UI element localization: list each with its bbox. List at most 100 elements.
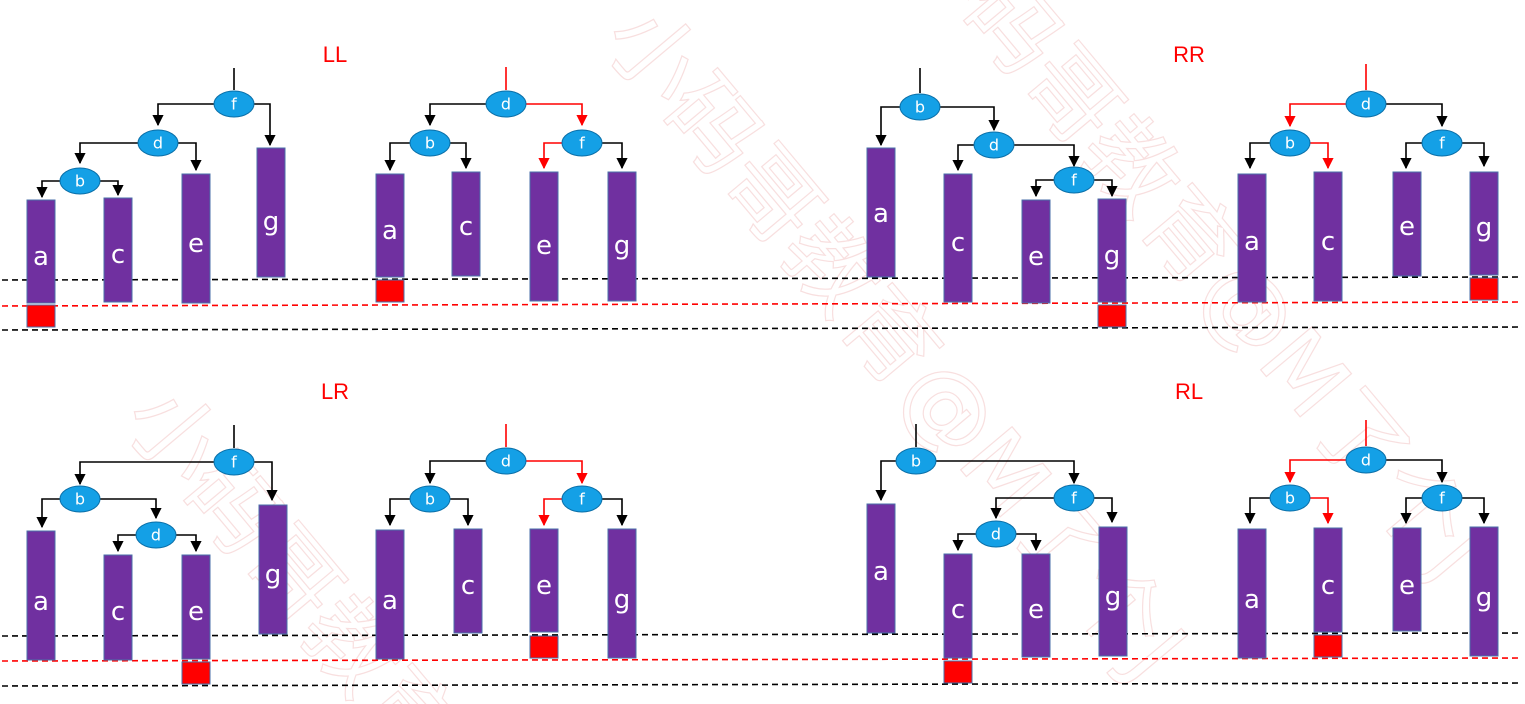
node-b [59, 167, 101, 195]
node-f [1053, 166, 1095, 194]
level-lines-bottom [1, 632, 1523, 687]
node-label-f: f [231, 453, 237, 472]
subtree-label-a: a [382, 586, 398, 616]
subtree-label-a: a [1244, 585, 1260, 615]
subtree-label-e: e [1399, 212, 1415, 242]
subtree-e [181, 554, 211, 660]
node-label-d: d [989, 136, 999, 155]
node-label-b: b [425, 134, 435, 153]
inserted-node [1313, 634, 1343, 658]
subtree-a [866, 147, 896, 278]
node-label-d: d [991, 525, 1001, 544]
node-label-f: f [1071, 171, 1077, 190]
node-label-b: b [75, 490, 85, 509]
subtree-c [451, 171, 481, 277]
lr-before-tree: a c e g f b d [26, 425, 288, 685]
subtree-label-g: g [1104, 241, 1121, 271]
subtree-label-g: g [614, 231, 631, 261]
node-b [899, 93, 941, 121]
node-b [1269, 129, 1311, 157]
ll-before-tree: a c e g f d b [26, 68, 286, 328]
level-line [1, 326, 1523, 331]
subtree-label-e: e [536, 571, 552, 601]
subtree-e [529, 171, 559, 302]
subtree-a [375, 529, 405, 660]
subtree-label-e: e [1399, 571, 1415, 601]
node-f [1421, 129, 1463, 157]
level-line-red [1, 657, 1523, 662]
subtree-a [26, 530, 56, 661]
node-label-d: d [153, 134, 163, 153]
node-f [213, 90, 255, 118]
subtree-label-a: a [873, 557, 889, 587]
subtree-g [258, 504, 288, 635]
level-line [1, 276, 1523, 281]
subtree-label-g: g [265, 560, 282, 590]
subtree-e [1392, 527, 1422, 632]
subtree-a [866, 503, 896, 634]
node-b [1269, 484, 1311, 512]
node-f [1421, 484, 1463, 512]
subtree-e [1392, 171, 1422, 277]
subtree-label-g: g [1476, 213, 1493, 243]
node-f [561, 129, 603, 157]
subtree-g [1469, 171, 1499, 276]
node-label-b: b [1285, 489, 1295, 508]
subtree-g [1469, 526, 1499, 657]
subtree-c [103, 554, 133, 661]
subtree-label-e: e [188, 229, 204, 259]
node-label-d: d [1361, 451, 1371, 470]
subtree-label-c: c [459, 212, 473, 242]
subtree-e [529, 528, 559, 633]
node-d [975, 520, 1017, 548]
node-label-f: f [579, 134, 585, 153]
node-label-d: d [501, 452, 511, 471]
node-label-b: b [911, 452, 921, 471]
case-label-rl: RL [1175, 379, 1203, 404]
rl-before-tree: a c e g b f d [866, 424, 1128, 684]
case-label-lr: LR [321, 379, 349, 404]
subtree-label-e: e [188, 597, 204, 627]
subtree-label-a: a [33, 242, 49, 272]
subtree-label-e: e [536, 231, 552, 261]
node-d [1345, 446, 1387, 474]
node-label-d: d [1361, 95, 1371, 114]
subtree-c [1313, 527, 1343, 633]
node-d [973, 131, 1015, 159]
subtree-e [181, 173, 211, 304]
case-label-rr: RR [1173, 42, 1205, 67]
subtree-a [375, 173, 405, 278]
subtree-label-e: e [1028, 242, 1044, 272]
subtree-g [607, 528, 637, 659]
subtree-label-c: c [111, 597, 125, 627]
subtree-label-a: a [873, 199, 889, 229]
node-label-b: b [75, 172, 85, 191]
node-d [1345, 90, 1387, 118]
subtree-c [1313, 171, 1343, 302]
watermark: 小码哥教育@M了个J 小码哥教育@M了个J 小码哥教育@M了个J [103, 0, 1508, 704]
subtree-label-c: c [951, 595, 965, 625]
inserted-node [26, 304, 56, 328]
subtree-label-a: a [33, 587, 49, 617]
subtree-g [607, 171, 637, 302]
node-label-b: b [1285, 134, 1295, 153]
subtree-label-g: g [1105, 582, 1122, 612]
node-label-b: b [425, 490, 435, 509]
level-line [1, 682, 1523, 687]
subtree-label-c: c [951, 228, 965, 258]
subtree-c [103, 197, 133, 303]
node-b [59, 485, 101, 513]
node-b [895, 447, 937, 475]
subtree-label-e: e [1028, 595, 1044, 625]
node-label-d: d [151, 526, 161, 545]
case-label-ll: LL [323, 42, 347, 67]
node-label-f: f [1071, 489, 1077, 508]
ll-after-tree: a c e g d b f [375, 67, 637, 303]
rr-after-tree: a c e g d b f [1237, 64, 1499, 303]
subtree-label-c: c [461, 571, 475, 601]
subtree-c [453, 528, 483, 634]
node-label-d: d [501, 95, 511, 114]
subtree-c [943, 173, 973, 303]
subtree-label-g: g [614, 585, 631, 615]
